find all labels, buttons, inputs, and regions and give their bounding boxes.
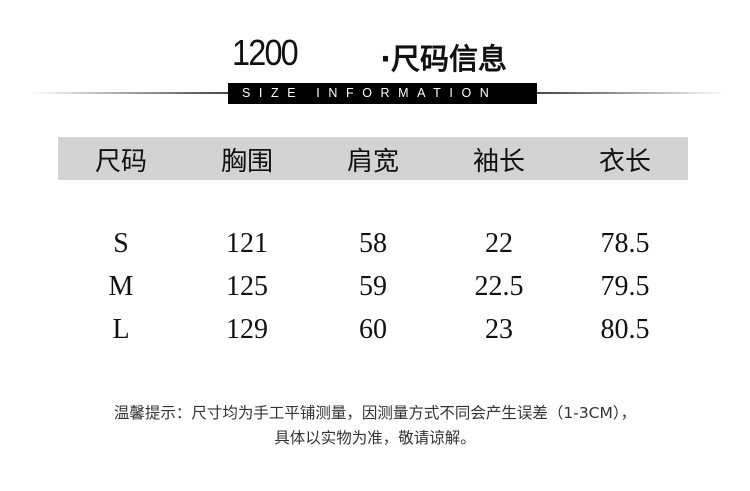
note-line1: 温馨提示：尺寸均为手工平铺测量，因测量方式不同会产生误差（1-3CM）， [113,404,637,422]
table-cell: L [112,314,130,345]
table-header: 尺码 胸围 肩宽 袖长 衣长 [58,137,688,180]
table-cell: 79.5 [600,271,650,302]
note-line2: 具体以实物为准，敬请谅解。 [274,429,476,447]
table-cell: 125 [226,271,268,302]
table-cell: 59 [359,271,387,302]
header-chest: 胸围 [220,147,273,177]
table-cell: 121 [226,228,268,259]
divider-right [536,92,726,94]
table-cell: 23 [485,314,513,345]
table-cell: 22 [485,228,513,259]
header-size: 尺码 [94,147,147,177]
table-cell: 80.5 [600,314,650,345]
table-cell: 60 [359,314,387,345]
table-cell: S [113,228,129,259]
header-length: 衣长 [598,147,651,177]
subtitle-bar: SIZE INFORMATION [228,83,537,104]
divider-left [30,92,230,94]
title-label: ·尺码信息 [380,42,508,76]
header-shoulder: 肩宽 [346,147,399,177]
table-cell: 22.5 [474,271,524,302]
table-cell: 129 [226,314,268,345]
header-sleeve: 袖长 [472,147,525,177]
table-cell: M [108,271,134,302]
title-number: 1200 [232,32,299,73]
table-cell: 58 [359,228,387,259]
table-cell: 78.5 [600,228,650,259]
